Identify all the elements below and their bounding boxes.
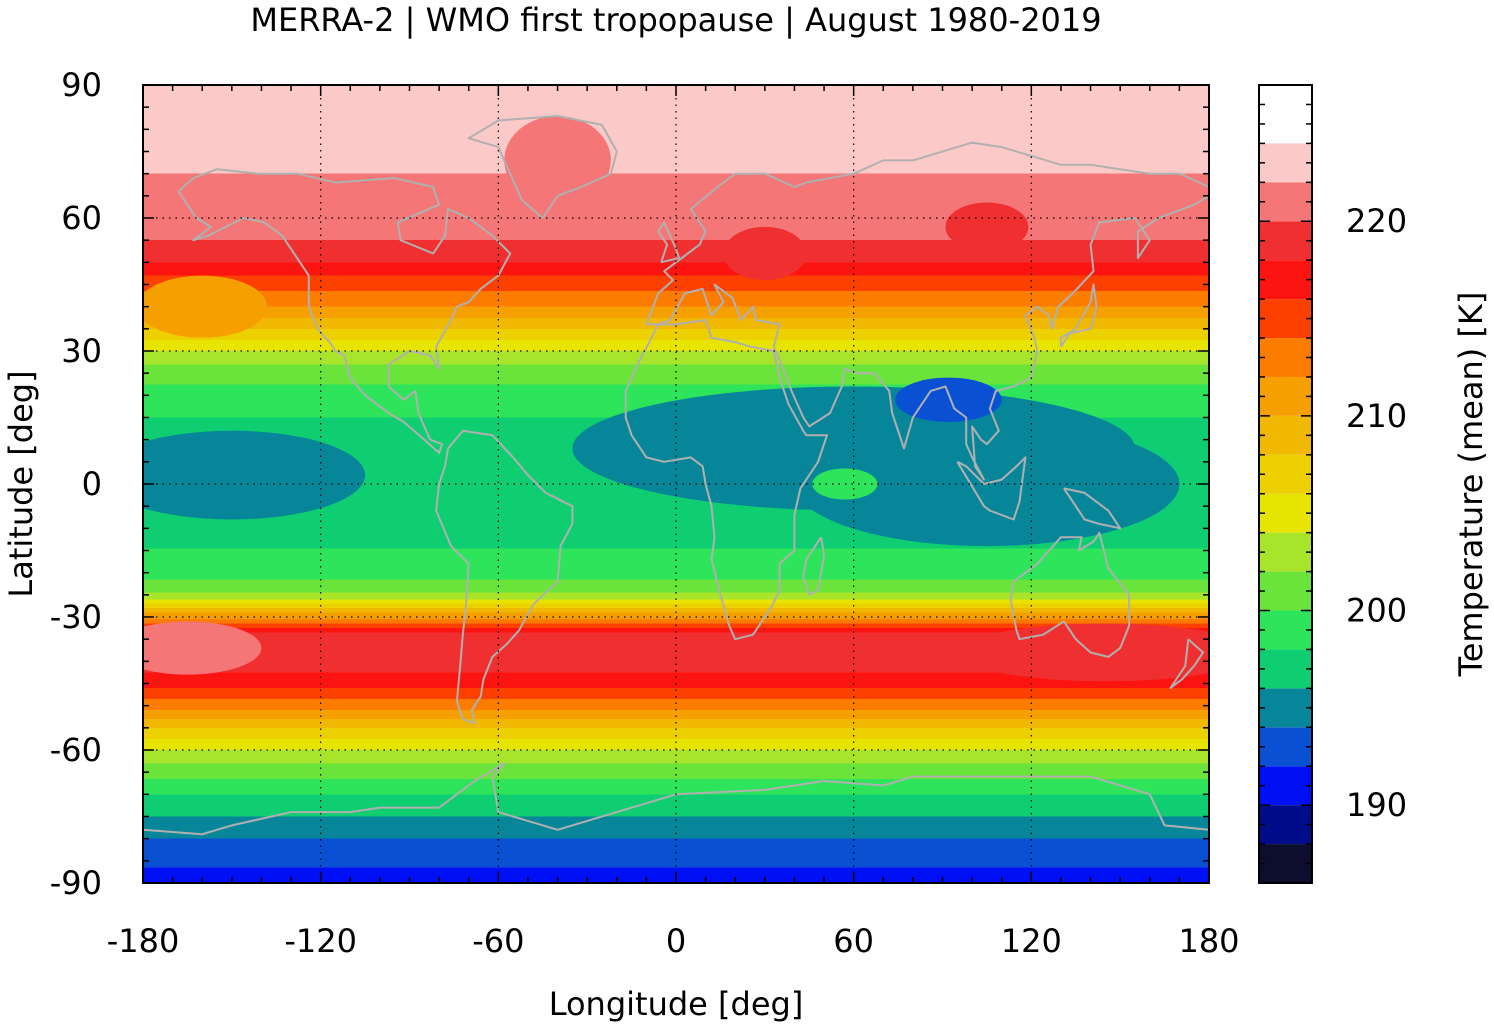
x-tick-label: -60: [472, 922, 524, 960]
colorbar-band: [1259, 649, 1312, 689]
coast-eurasia-africa: [645, 141, 1209, 325]
colorbar-band: [1259, 688, 1312, 728]
anomaly-region: [945, 202, 1029, 252]
colorbar-band: [1259, 844, 1312, 883]
coast-north-america: [177, 168, 512, 454]
minor-ticks: [142, 84, 1210, 884]
y-tick-label: 60: [61, 199, 102, 237]
coast-australia: [1009, 531, 1131, 658]
y-tick-label: -60: [50, 731, 102, 769]
coast-sumatra-borneo: [956, 456, 1027, 521]
x-tick-label: 0: [666, 922, 686, 960]
colorbar-band: [1259, 376, 1312, 416]
plot-area: [143, 85, 1209, 883]
coast-madagascar: [802, 536, 826, 596]
colorbar-band: [1259, 766, 1312, 806]
coast-south-america: [435, 429, 574, 725]
colorbar-tick-label: 190: [1346, 786, 1407, 824]
x-tick-label: 60: [833, 922, 874, 960]
anomaly-region: [812, 468, 878, 500]
x-tick-label: -120: [284, 922, 357, 960]
y-axis-ticks: 90 60 30 0 -30 -60 -90: [50, 66, 102, 902]
coast-new-zealand: [1169, 638, 1205, 689]
colorbar-label: Temperature (mean) [K]: [1452, 292, 1490, 678]
grid-lines: [143, 85, 1209, 883]
colorbar-band: [1259, 610, 1312, 650]
x-tick-label: 180: [1178, 922, 1239, 960]
colorbar-band: [1259, 727, 1312, 767]
coast-antarctica: [143, 762, 1209, 836]
colorbar-band: [1259, 493, 1312, 533]
anomaly-region: [143, 430, 366, 520]
chart-title: MERRA-2 | WMO first tropopause | August …: [250, 1, 1101, 39]
y-tick-label: 30: [61, 332, 102, 370]
colorbar-tick-label: 210: [1346, 397, 1407, 435]
colorbar-band: [1259, 454, 1312, 494]
anomaly-region: [143, 621, 262, 675]
coast-eurasia-south: [646, 194, 1209, 481]
anomaly-region: [143, 275, 268, 338]
x-axis-label: Longitude [deg]: [549, 985, 804, 1023]
colorbar-band: [1259, 571, 1312, 611]
colorbar-tick-label: 220: [1346, 202, 1407, 240]
y-tick-label: 0: [82, 465, 102, 503]
y-tick-label: -30: [50, 598, 102, 636]
colorbar-band: [1259, 143, 1312, 183]
colorbar-band: [1259, 338, 1312, 377]
anomaly-region: [504, 116, 611, 205]
colorbar-band: [1259, 260, 1312, 300]
x-tick-label: 120: [1001, 922, 1062, 960]
x-tick-label: -180: [107, 922, 180, 960]
coast-new-guinea: [1063, 487, 1122, 530]
y-tick-label: -90: [50, 864, 102, 902]
colorbar-band: [1259, 415, 1312, 455]
coast-uk: [657, 221, 680, 264]
colorbar-tick-label: 200: [1346, 592, 1407, 630]
anomaly-region: [723, 226, 807, 281]
coast-japan: [1059, 283, 1098, 348]
coast-greenland: [467, 115, 618, 219]
colorbar: [1259, 143, 1312, 883]
colorbar-frame: [1258, 84, 1313, 884]
colorbar-band: [1259, 182, 1312, 222]
y-tick-label: 90: [61, 66, 102, 104]
colorbar-ticks: 190 200 210 220: [1259, 103, 1407, 865]
colorbar-band: [1259, 532, 1312, 572]
colorbar-band: [1259, 221, 1312, 261]
y-axis-label: Latitude [deg]: [2, 370, 40, 597]
colorbar-band: [1259, 805, 1312, 845]
anomaly-region: [895, 377, 1002, 422]
x-axis-ticks: -180 -120 -60 0 60 120 180: [107, 922, 1240, 960]
colorbar-band: [1259, 299, 1312, 339]
